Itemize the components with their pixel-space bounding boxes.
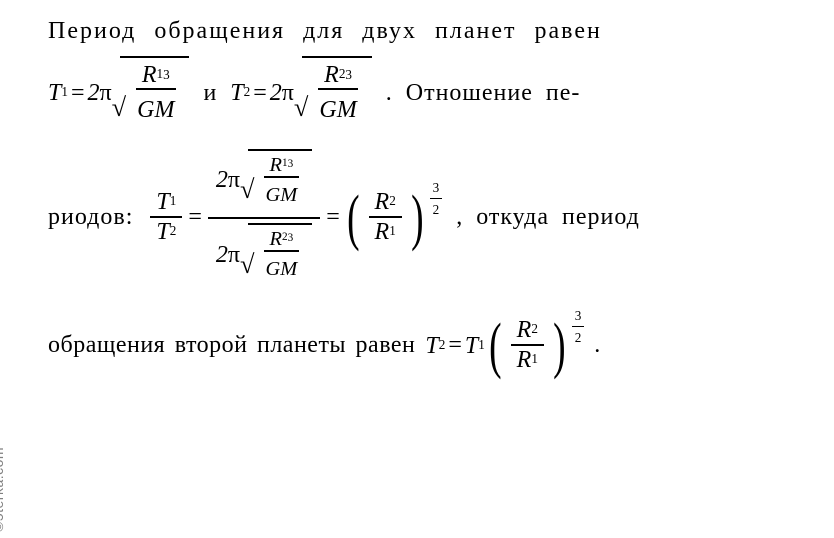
trailing-text-2: . Отношение пе- bbox=[386, 74, 581, 112]
paragraph-4: обращения второй планеты равен T2 = T1 (… bbox=[48, 317, 816, 375]
paragraph-2: T1 = 2π √ R13 GM и bbox=[48, 56, 816, 130]
ratio-label: риодов: bbox=[48, 198, 133, 236]
text-line-4: обращения второй планеты равен bbox=[48, 326, 415, 364]
text-line-1: Период обращения для двух планет равен bbox=[48, 18, 602, 44]
formula-T1: T1 = 2π √ R13 GM bbox=[48, 56, 189, 130]
sqrt-T2: √ R23 GM bbox=[294, 56, 372, 130]
trailing-text-3: , откуда период bbox=[456, 198, 640, 236]
formula-result: T2 = T1 ( R2 R1 ) 3 2 bbox=[425, 317, 584, 375]
sqrt-T1: √ R13 GM bbox=[112, 56, 190, 130]
formula-T2: T2 = 2π √ R23 GM bbox=[230, 56, 371, 130]
and-text: и bbox=[203, 74, 216, 112]
formula-ratio: T1 T2 = 2π √ R13 GM bbox=[147, 145, 442, 291]
paragraph-1: Период обращения для двух планет равен bbox=[48, 12, 816, 50]
final-period: . bbox=[594, 326, 600, 364]
document-body: Период обращения для двух планет равен T… bbox=[48, 12, 816, 374]
watermark-text: ©5terka.com bbox=[0, 447, 6, 532]
paragraph-3: риодов: T1 T2 = 2π √ R13 GM bbox=[48, 145, 816, 291]
